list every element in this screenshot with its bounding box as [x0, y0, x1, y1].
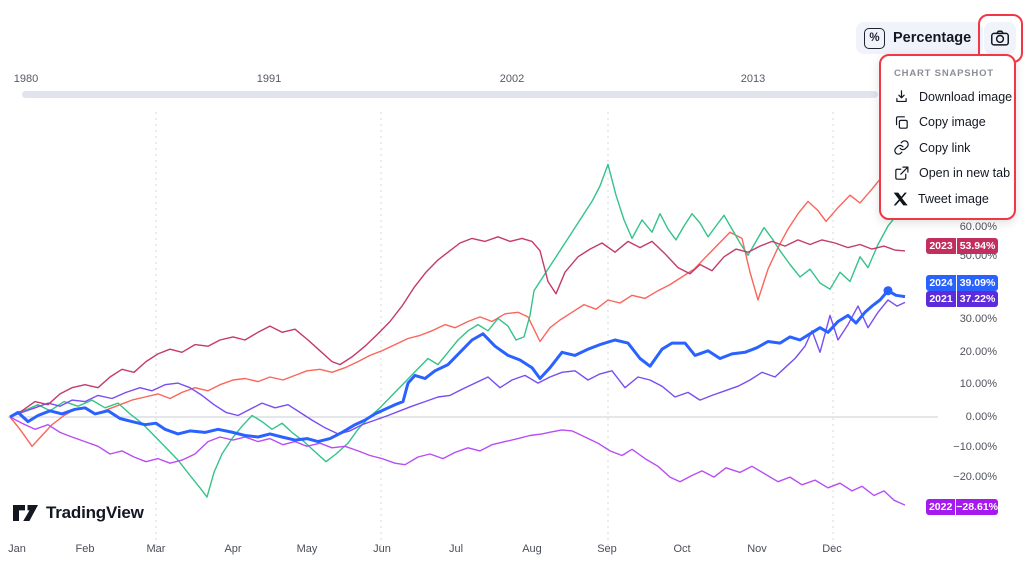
camera-icon	[991, 30, 1009, 46]
month-label-dec: Dec	[822, 543, 842, 555]
percentage-mode-button[interactable]: % Percentage	[856, 22, 984, 54]
month-label-oct: Oct	[673, 543, 691, 555]
price-label-value: 39.09%	[959, 277, 996, 289]
month-label-nov: Nov	[747, 543, 767, 555]
month-label-feb: Feb	[75, 543, 95, 555]
timeline-scrubber[interactable]	[22, 91, 878, 98]
line-series-2024	[9, 289, 906, 444]
month-label-aug: Aug	[522, 543, 542, 555]
month-label-jan: Jan	[8, 543, 26, 555]
menu-item-label: Open in new tab	[919, 166, 1011, 181]
tradingview-attribution[interactable]: TradingView	[12, 503, 144, 523]
link-icon	[894, 140, 909, 156]
price-label-year: 2021	[926, 291, 957, 307]
x-logo-icon	[893, 192, 908, 206]
external-link-icon	[895, 166, 909, 180]
last-point-marker-series-2024	[883, 286, 893, 296]
menu-item-label: Copy image	[919, 115, 986, 130]
menu-item-label: Tweet image	[918, 191, 989, 206]
y-tick-−20.00%: −20.00%	[953, 471, 997, 483]
camera-snapshot-button[interactable]	[984, 22, 1016, 54]
y-tick-−10.00%: −10.00%	[953, 441, 997, 453]
line-series-red	[9, 163, 906, 447]
line-series-2022	[9, 416, 906, 506]
y-tick-20.00%: 20.00%	[959, 346, 997, 358]
month-label-mar: Mar	[146, 543, 166, 555]
percent-icon: %	[864, 27, 885, 49]
price-label-year: 2024	[926, 275, 957, 291]
menu-item-label: Copy link	[919, 140, 971, 155]
chart-snapshot-menu: CHART SNAPSHOT Download image Copy image…	[879, 54, 1016, 220]
y-tick-60.00%: 60.00%	[959, 221, 997, 233]
menu-item-tweet-image[interactable]: Tweet image	[881, 186, 1014, 212]
price-label-year: 2022	[926, 499, 957, 515]
price-label-2021: 2021 37.22%	[926, 291, 998, 307]
snapshot-menu-title: CHART SNAPSHOT	[894, 68, 994, 79]
download-icon	[896, 90, 907, 103]
price-label-value: 53.94%	[959, 240, 996, 252]
line-series-2023	[9, 236, 906, 418]
menu-item-download-image[interactable]: Download image	[881, 84, 1014, 110]
menu-item-copy-image[interactable]: Copy image	[881, 110, 1014, 136]
month-label-jun: Jun	[373, 543, 391, 555]
price-label-2024: 2024 39.09%	[926, 275, 998, 291]
tradingview-logo-icon	[13, 505, 38, 521]
price-label-year: 2023	[926, 238, 957, 254]
y-tick-10.00%: 10.00%	[959, 378, 997, 390]
price-label-value: 37.22%	[959, 293, 996, 305]
timeline-year-1980: 1980	[13, 73, 39, 85]
tradingview-logo-text: TradingView	[46, 503, 144, 522]
price-label-value: −28.61%	[956, 501, 998, 513]
month-label-apr: Apr	[224, 543, 242, 555]
line-series-green	[9, 163, 906, 498]
menu-item-label: Download image	[919, 89, 1013, 104]
month-label-jul: Jul	[448, 543, 464, 555]
y-tick-30.00%: 30.00%	[959, 313, 997, 325]
price-label-2023: 2023 53.94%	[926, 238, 998, 254]
menu-item-open-in-new-tab[interactable]: Open in new tab	[881, 161, 1014, 187]
timeline-year-2013: 2013	[740, 73, 766, 85]
timeline-year-2002: 2002	[499, 73, 525, 85]
line-series-2021	[9, 299, 906, 435]
month-label-may: May	[296, 543, 318, 555]
month-label-sep: Sep	[597, 543, 617, 555]
price-label-2022: 2022 −28.61%	[926, 499, 998, 515]
menu-item-copy-link[interactable]: Copy link	[881, 135, 1014, 161]
timeline-year-1991: 1991	[256, 73, 282, 85]
y-tick-0.00%: 0.00%	[965, 411, 997, 423]
percentage-button-label: Percentage	[893, 30, 972, 46]
copy-icon	[895, 115, 908, 129]
